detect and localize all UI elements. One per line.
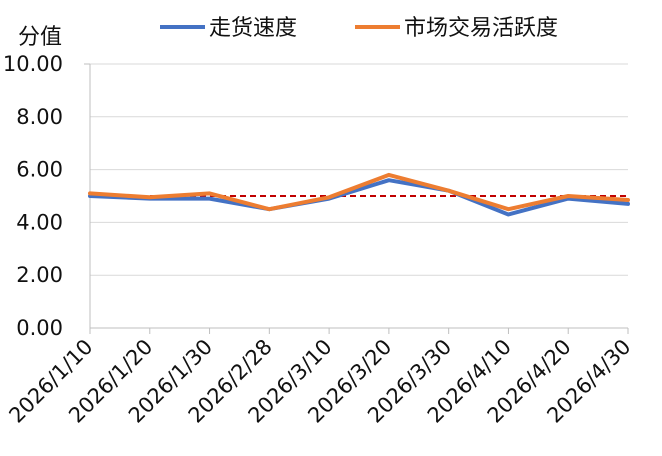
series-lines (88, 172, 630, 217)
y-tick-labels: 0.00 2.00 4.00 6.00 8.00 10.00 (3, 52, 63, 340)
y-tick-label: 0.00 (16, 316, 63, 340)
legend: 走货速度 市场交易活跃度 (160, 16, 558, 41)
series-line-1 (88, 178, 630, 217)
x-tick-labels: 2026/1/102026/1/202026/1/302026/2/282026… (4, 335, 635, 428)
legend-label-series-2: 市场交易活跃度 (404, 16, 558, 41)
y-tick-label: 8.00 (16, 105, 63, 129)
y-tick-label: 6.00 (16, 158, 63, 182)
y-tick-label: 2.00 (16, 263, 63, 287)
series-line-2 (88, 172, 630, 212)
legend-label-series-1: 走货速度 (209, 16, 297, 41)
y-axis-unit-label: 分值 (18, 25, 62, 50)
y-tick-label: 10.00 (3, 52, 63, 76)
y-tick-label: 4.00 (16, 210, 63, 234)
